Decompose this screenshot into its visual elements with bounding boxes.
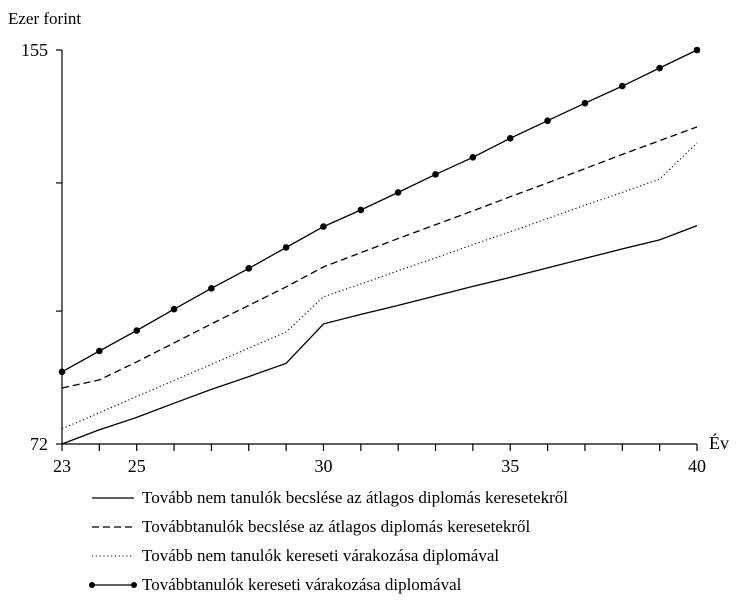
x-tick-label: 25 xyxy=(128,456,146,476)
series-line-2 xyxy=(61,126,698,389)
data-point xyxy=(656,64,663,72)
x-tick-label: 30 xyxy=(314,456,332,476)
legend-label-2: Továbbtanulók becslése az átlagos diplom… xyxy=(142,517,531,536)
data-point xyxy=(282,244,290,251)
data-point xyxy=(208,284,215,292)
legend-label-1: Tovább nem tanulók becslése az átlagos d… xyxy=(142,488,568,507)
data-point xyxy=(506,134,514,142)
data-point xyxy=(170,305,178,313)
series-line-1 xyxy=(61,224,698,445)
legend-label-3: Tovább nem tanulók kereseti várakozása d… xyxy=(142,546,499,565)
x-tick-label: 23 xyxy=(53,456,71,476)
series-line-3 xyxy=(61,142,698,430)
data-point xyxy=(96,347,103,355)
series-line-4 xyxy=(61,49,698,373)
legend-label-4: Továbbtanulók kereseti várakozása diplom… xyxy=(142,575,462,594)
data-point xyxy=(245,265,253,272)
data-point xyxy=(432,171,439,178)
axes: 72 155 23 25 30 35 40 xyxy=(21,40,706,476)
data-point xyxy=(320,223,327,230)
y-tick-label: 155 xyxy=(21,40,48,60)
y-tick-label: 72 xyxy=(30,434,48,454)
legend-marker xyxy=(89,582,95,588)
x-tick-label: 35 xyxy=(501,456,519,476)
data-point xyxy=(581,99,589,107)
data-point xyxy=(469,153,477,161)
y-axis-label: Ezer forint xyxy=(8,9,81,28)
data-point xyxy=(58,368,66,376)
data-point xyxy=(544,117,551,125)
legend: Tovább nem tanulók becslése az átlagos d… xyxy=(89,488,568,594)
x-axis-label: Év xyxy=(709,432,729,453)
data-point xyxy=(394,189,402,196)
data-point xyxy=(693,46,701,54)
legend-marker xyxy=(131,582,137,588)
x-tick-label: 40 xyxy=(688,456,706,476)
series-layer xyxy=(58,46,701,445)
data-point xyxy=(133,327,141,334)
data-point xyxy=(618,82,626,90)
data-point xyxy=(357,206,365,214)
